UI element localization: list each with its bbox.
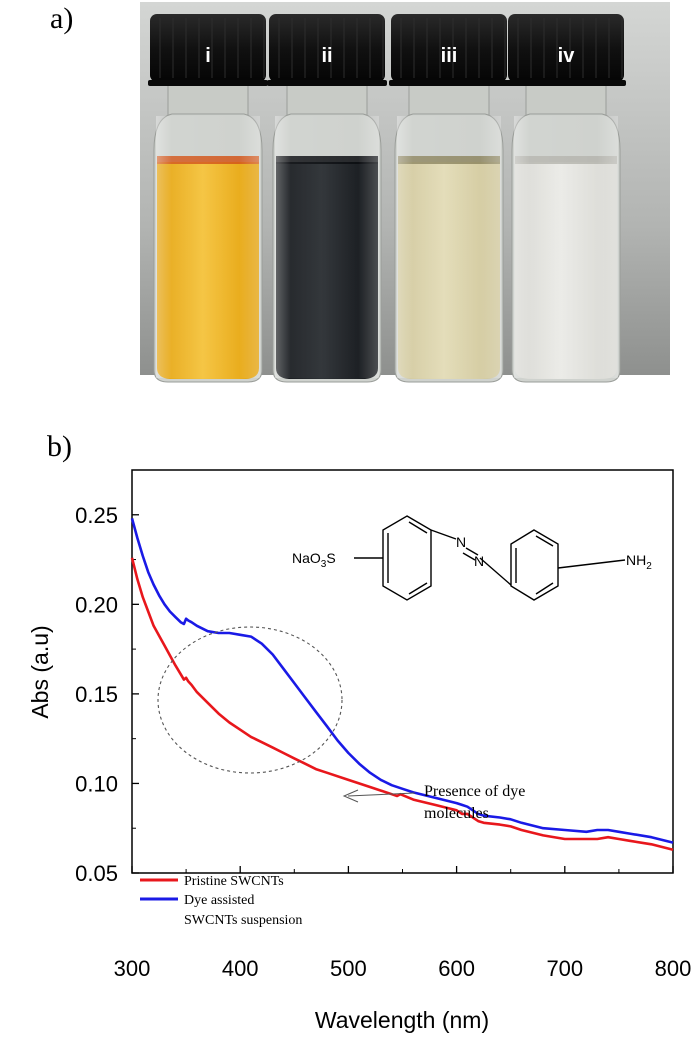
y-axis-label: Abs (a.u): [27, 625, 53, 718]
vial-cap: [150, 14, 266, 82]
vial-cap: [508, 14, 624, 82]
molecule-n1: N: [456, 534, 466, 550]
molecule-structure: [354, 515, 626, 601]
vial-label-ii: ii: [321, 45, 332, 67]
panel-a-label: a): [50, 2, 74, 35]
vial-shine: [397, 116, 501, 378]
y-tick-label: 0.20: [75, 592, 118, 617]
annotation-arrow-head: [342, 789, 359, 803]
series-line-1: [130, 518, 674, 844]
annotation-line-1: Presence of dye: [424, 783, 525, 800]
svg-text:NaO3S: NaO3S: [292, 550, 336, 570]
svg-text:NH2: NH2: [626, 552, 652, 572]
molecule-labels: NaO3S N N NH2: [292, 534, 652, 572]
vials-group: i ii iii iv: [148, 14, 626, 383]
vial-cap: [391, 14, 507, 82]
vial-label-i: i: [205, 45, 211, 67]
annotation-arrow-line: [347, 792, 416, 797]
vial-label-iii: iii: [441, 45, 458, 67]
y-tick-label: 0.15: [75, 682, 118, 707]
molecule-left-tail: S: [326, 550, 335, 566]
molecule-double-bond: [462, 547, 479, 561]
annotation-line-2: molecules: [424, 805, 489, 822]
molecule-left-group: NaO: [292, 550, 321, 566]
y-tick-label: 0.05: [75, 861, 118, 886]
molecule-left-sub: 3: [321, 559, 327, 570]
series-line-0: [130, 557, 674, 851]
vial-label-iv: iv: [558, 45, 576, 67]
series-lines: [130, 518, 674, 851]
panel-b-label: b): [47, 430, 72, 463]
x-axis-label: Wavelength (nm): [315, 1007, 489, 1033]
axis-tick-labels: 300 400 500 600 700 800 0.05 0.10 0.15 0.20 0.25: [75, 503, 691, 981]
vial-shine: [275, 116, 379, 378]
legend: Pristine SWCNTs Dye assisted SWCNTs susp…: [140, 874, 302, 928]
y-tick-label: 0.10: [75, 771, 118, 796]
vial-shine: [514, 116, 618, 378]
plot-frame: [131, 469, 674, 874]
vial-ii: ii: [267, 14, 387, 383]
axis-ticks: [131, 514, 674, 874]
vial-shine: [156, 116, 260, 378]
legend-label-dye-1: Dye assisted: [184, 893, 254, 908]
legend-label-pristine: Pristine SWCNTs: [184, 874, 284, 889]
molecule-right-sub: 2: [646, 561, 652, 572]
highlight-circle: [157, 626, 343, 774]
vial-iii: iii: [389, 14, 509, 383]
x-tick-label: 500: [330, 956, 367, 981]
x-tick-label: 300: [114, 956, 151, 981]
x-tick-label: 600: [438, 956, 475, 981]
y-tick-label: 0.25: [75, 503, 118, 528]
molecule-n2: N: [474, 553, 484, 569]
vial-iv: iv: [506, 14, 626, 383]
legend-label-dye-2: SWCNTs suspension: [184, 913, 302, 928]
x-tick-label: 800: [655, 956, 692, 981]
vial-i: i: [148, 14, 268, 383]
vial-cap: [269, 14, 385, 82]
x-tick-label: 400: [222, 956, 259, 981]
vials-photo: i ii iii iv: [140, 2, 670, 383]
molecule-right-group: NH: [626, 552, 646, 568]
x-tick-label: 700: [546, 956, 583, 981]
